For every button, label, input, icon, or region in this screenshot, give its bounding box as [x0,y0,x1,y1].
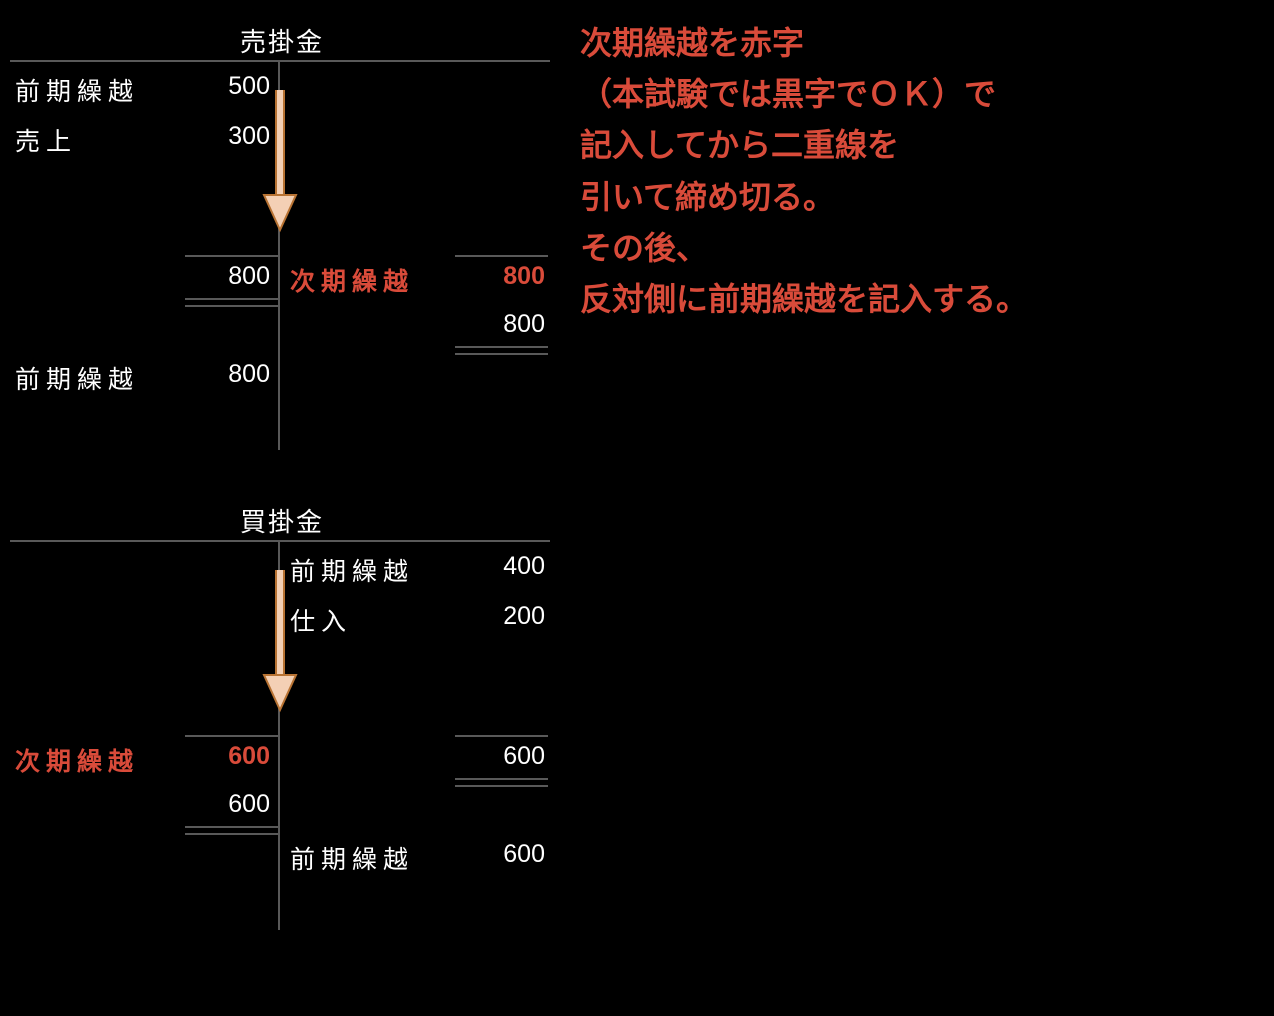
account1-arrow [260,85,300,235]
account1-credit-total: 800 [290,310,545,339]
entry-label: 前期繰越 [15,72,139,108]
entry-value: 600 [503,742,545,771]
entry-value: 600 [503,840,545,876]
account2-debit-double [185,826,278,835]
annot-line-3: 記入してから二重線を [580,120,1028,171]
entry-value: 600 [228,742,270,778]
entry-label: 前期繰越 [290,552,414,588]
entry-label: 次期繰越 [15,742,139,778]
entry-value: 800 [228,360,270,396]
entry-value: 200 [503,602,545,638]
account1-debit-subtotal-line [185,255,278,257]
entry-label: 売上 [15,122,77,158]
account2-topline [10,540,550,542]
account2-debit-subtotal-line [185,735,278,737]
annot-line-1: 次期繰越を赤字 [580,18,1028,69]
account2-arrow [260,565,300,715]
entry-label: 前期繰越 [290,840,414,876]
annotation-text: 次期繰越を赤字 （本試験では黒字でＯＫ）で 記入してから二重線を 引いて締め切る… [580,18,1028,325]
account2-debit-row-0: 次期繰越 600 [15,742,270,778]
entry-value: 400 [503,552,545,588]
account2-next-credit: 前期繰越 600 [290,840,545,876]
entry-value: 800 [228,262,270,291]
account2-credit-row-0: 前期繰越 400 [290,552,545,588]
entry-label: 前期繰越 [15,360,139,396]
entry-value: 800 [503,310,545,339]
account2-credit-subtotal-line [455,735,548,737]
account1-credit-subtotal-line [455,255,548,257]
account1-debit-total: 800 [15,262,270,291]
account1-topline [10,60,550,62]
account1-debit-double [185,298,278,307]
account2-debit-total: 600 [15,790,270,819]
annot-line-5: その後、 [580,223,1028,274]
entry-value: 800 [503,262,545,298]
account1-debit-row-0: 前期繰越 500 [15,72,270,108]
account1-title: 売掛金 [240,22,324,59]
account2-title: 買掛金 [240,502,324,539]
account2-credit-row-1: 仕入 200 [290,602,545,638]
account1-credit-row-0: 次期繰越 800 [290,262,545,298]
account2-credit-double [455,778,548,787]
annot-line-6: 反対側に前期繰越を記入する。 [580,274,1028,325]
account1-next-debit: 前期繰越 800 [15,360,270,396]
account1-debit-row-1: 売上 300 [15,122,270,158]
account2-credit-total: 600 [290,742,545,771]
entry-label: 次期繰越 [290,262,414,298]
entry-value: 600 [228,790,270,819]
account1-credit-double [455,346,548,355]
annot-line-2: （本試験では黒字でＯＫ）で [580,69,1028,120]
annot-line-4: 引いて締め切る。 [580,172,1028,223]
